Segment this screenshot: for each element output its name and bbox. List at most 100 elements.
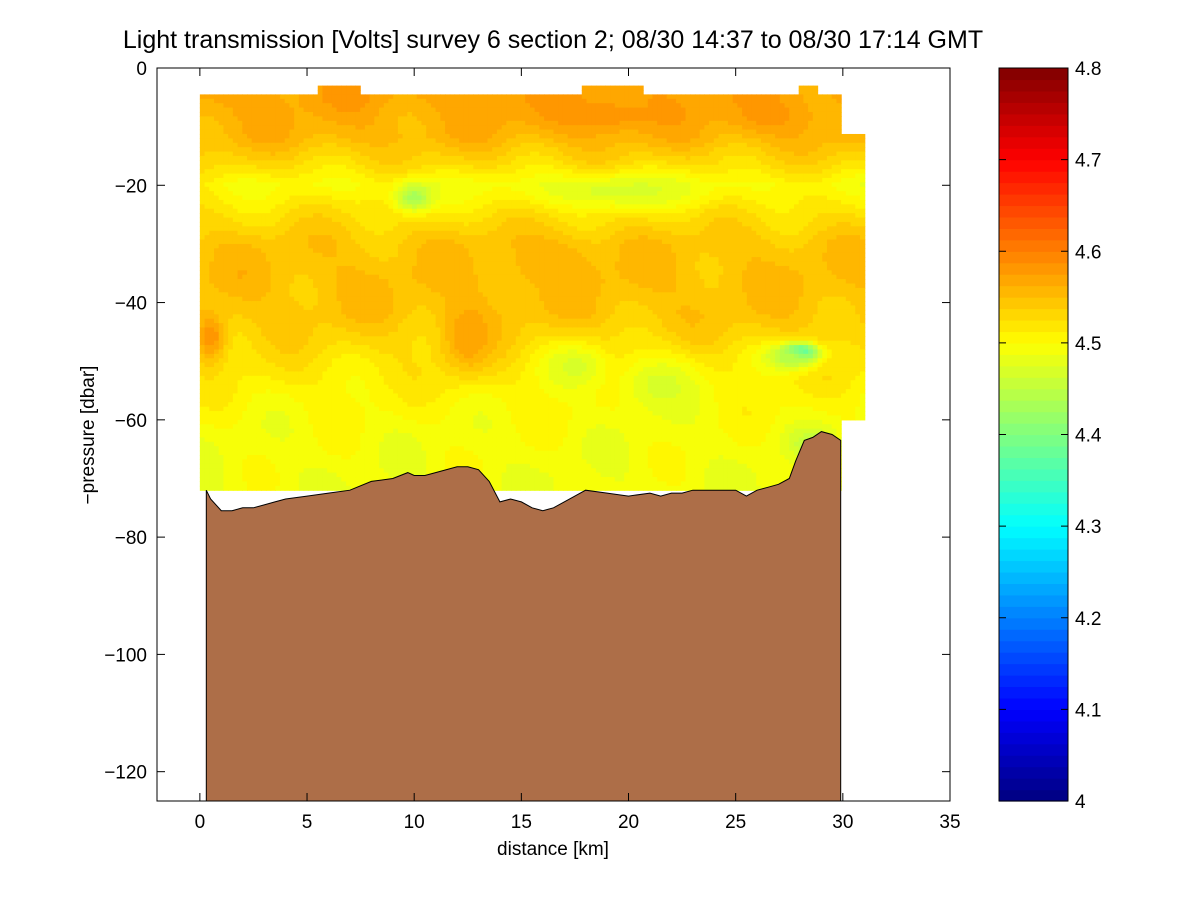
heatmap-cell (308, 226, 314, 232)
heatmap-cell (402, 437, 408, 443)
heatmap-cell (270, 305, 276, 311)
heatmap-cell (223, 415, 229, 421)
heatmap-cell (388, 257, 394, 263)
heatmap-cell (383, 419, 390, 425)
heatmap-cell (379, 309, 385, 315)
heatmap-cell (199, 415, 206, 421)
heatmap-cell (261, 204, 267, 210)
heatmap-cell (275, 314, 281, 320)
heatmap-cell (369, 265, 375, 271)
heatmap-cell (430, 345, 437, 351)
heatmap-cell (237, 94, 243, 100)
heatmap-cell (280, 164, 286, 170)
heatmap-cell (336, 389, 342, 395)
heatmap-cell (204, 155, 210, 161)
heatmap-cell (223, 147, 229, 153)
heatmap-cell (369, 384, 375, 390)
heatmap-cell (360, 155, 366, 161)
heatmap-cell (393, 173, 399, 179)
heatmap-cell (247, 349, 253, 355)
heatmap-cell (298, 160, 305, 166)
heatmap-cell (261, 257, 267, 263)
heatmap-cell (317, 428, 324, 434)
heatmap-cell (289, 177, 295, 183)
heatmap-cell (228, 213, 234, 219)
heatmap-cell (350, 265, 357, 271)
heatmap-cell (275, 151, 281, 157)
heatmap-cell (369, 463, 375, 469)
heatmap-cell (247, 94, 253, 100)
heatmap-cell (218, 155, 225, 161)
heatmap-cell (341, 367, 347, 373)
heatmap-cell (397, 252, 404, 258)
heatmap-cell (223, 129, 229, 135)
heatmap-cell (298, 213, 305, 219)
heatmap-cell (223, 182, 229, 188)
heatmap-cell (242, 468, 248, 474)
heatmap-cell (449, 323, 456, 329)
heatmap-cell (247, 133, 253, 139)
heatmap-cell (327, 138, 333, 144)
heatmap-cell (308, 437, 314, 443)
heatmap-cell (261, 459, 267, 465)
heatmap-cell (374, 94, 380, 100)
heatmap-cell (336, 221, 342, 227)
heatmap-cell (346, 428, 352, 434)
heatmap-cell (388, 116, 394, 122)
heatmap-cell (228, 116, 234, 122)
heatmap-cell (242, 133, 248, 139)
heatmap-cell (313, 265, 319, 271)
heatmap-cell (261, 323, 267, 329)
heatmap-cell (430, 94, 437, 100)
heatmap-cell (294, 204, 300, 210)
heatmap-cell (280, 169, 286, 175)
heatmap-cell (313, 318, 319, 324)
heatmap-cell (261, 371, 267, 377)
heatmap-cell (449, 441, 456, 447)
heatmap-cell (313, 301, 319, 307)
heatmap-cell (298, 103, 305, 109)
heatmap-cell (298, 309, 305, 315)
heatmap-cell (199, 116, 206, 122)
heatmap-cell (454, 213, 460, 219)
heatmap-cell (454, 252, 460, 258)
heatmap-cell (440, 301, 446, 307)
heatmap-cell (421, 182, 427, 188)
heatmap-cell (416, 230, 423, 236)
heatmap-cell (416, 450, 423, 456)
heatmap-cell (350, 477, 357, 483)
heatmap-cell (294, 353, 300, 359)
heatmap-cell (393, 195, 399, 201)
heatmap-cell (430, 142, 437, 148)
heatmap-cell (454, 384, 460, 390)
heatmap-cell (407, 296, 413, 302)
heatmap-cell (303, 116, 309, 122)
heatmap-cell (350, 384, 357, 390)
heatmap-cell (360, 402, 366, 408)
heatmap-cell (322, 155, 328, 161)
heatmap-cell (397, 437, 404, 443)
heatmap-cell (199, 424, 206, 430)
heatmap-cell (407, 336, 413, 342)
heatmap-cell (407, 261, 413, 267)
heatmap-cell (435, 419, 441, 425)
heatmap-cell (416, 301, 423, 307)
heatmap-cell (317, 252, 324, 258)
heatmap-cell (280, 155, 286, 161)
heatmap-cell (341, 199, 347, 205)
heatmap-cell (402, 199, 408, 205)
heatmap-cell (237, 463, 243, 469)
heatmap-cell (364, 358, 371, 364)
heatmap-cell (289, 151, 295, 157)
heatmap-cell (360, 138, 366, 144)
heatmap-cell (265, 292, 272, 298)
heatmap-cell (280, 485, 286, 491)
heatmap-cell (261, 419, 267, 425)
heatmap-cell (454, 195, 460, 201)
heatmap-cell (383, 221, 390, 227)
heatmap-cell (454, 221, 460, 227)
heatmap-cell (355, 327, 361, 333)
heatmap-cell (430, 265, 437, 271)
heatmap-cell (308, 362, 314, 368)
heatmap-cell (218, 107, 225, 113)
